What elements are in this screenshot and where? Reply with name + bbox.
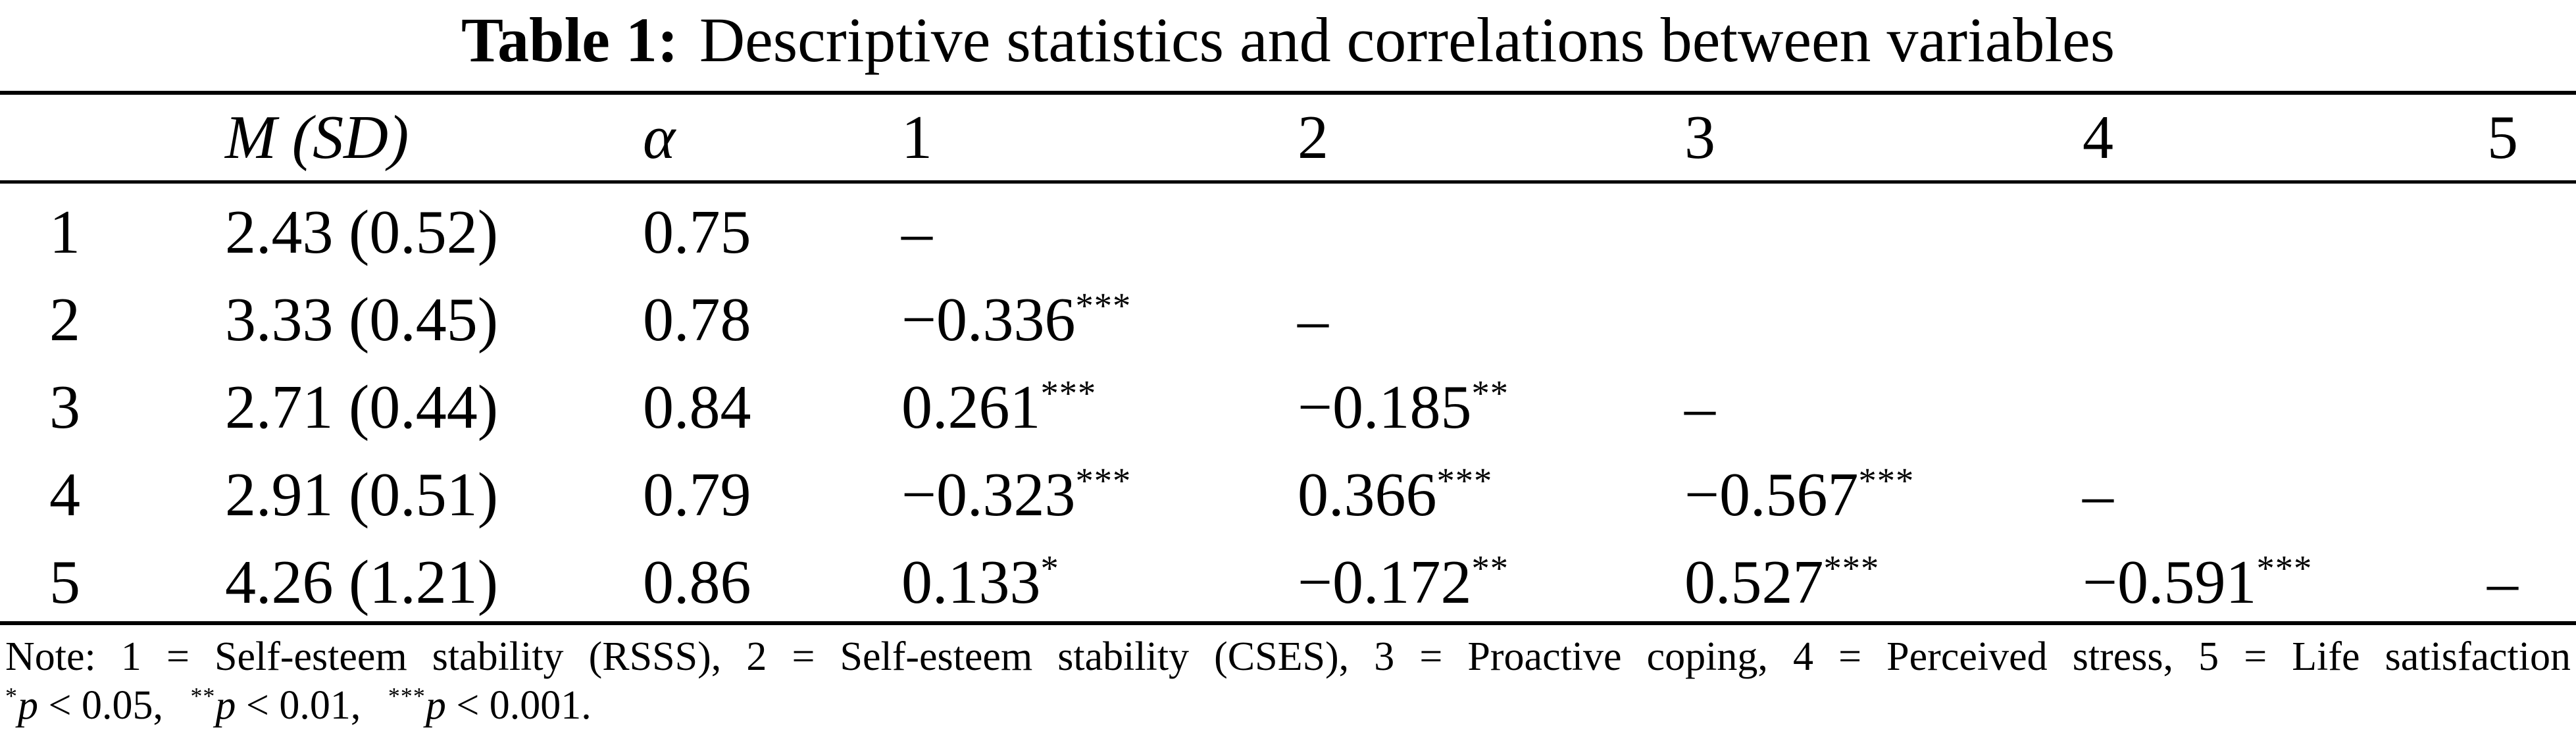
row-1-msd: 2.43 (0.52) <box>225 197 499 267</box>
row-5-c4: −0.591*** <box>2083 547 2313 617</box>
table-caption-title: Descriptive statistics and correlations … <box>699 5 2115 75</box>
row-4-c2: 0.366*** <box>1298 460 1493 529</box>
sig-stars: ** <box>190 682 216 709</box>
row-3-msd: 2.71 (0.44) <box>225 372 499 442</box>
row-2-alpha: 0.78 <box>643 285 751 354</box>
row-2-c1: −0.336*** <box>901 285 1132 354</box>
row-4-c3: −0.567*** <box>1684 460 1915 529</box>
sig-stars: ** <box>1471 372 1509 413</box>
sig-stars: *** <box>1823 547 1880 588</box>
table-row-4: 4 2.91 (0.51) 0.79 −0.323*** 0.366*** −0… <box>0 451 2576 538</box>
table-header-row: M (SD) α 1 2 3 4 5 <box>0 95 2576 180</box>
table-row-1: 1 2.43 (0.52) 0.75 – <box>0 188 2576 276</box>
row-4-msd: 2.91 (0.51) <box>225 460 499 529</box>
correlation-table: M (SD) α 1 2 3 4 5 1 2.43 (0.52) 0.75 – … <box>0 95 2576 626</box>
p-symbol: p <box>215 683 236 728</box>
header-alpha: α <box>643 103 676 172</box>
p-symbol: p <box>425 683 446 728</box>
row-3-c3: – <box>1684 372 1715 442</box>
sig-stars: *** <box>1075 460 1132 501</box>
row-4-c4: – <box>2083 460 2113 529</box>
row-3-c1: 0.261*** <box>901 372 1097 442</box>
row-3-label: 3 <box>49 372 80 442</box>
sig-stars: ** <box>1471 547 1509 588</box>
sig-stars: *** <box>1040 372 1097 413</box>
row-5-label: 5 <box>49 547 80 617</box>
sig-stars: *** <box>1858 460 1915 501</box>
table-row-5: 5 4.26 (1.21) 0.86 0.133* −0.172** 0.527… <box>0 538 2576 626</box>
p-symbol: p <box>17 683 38 728</box>
row-2-label: 2 <box>49 285 80 354</box>
header-msd: M (SD) <box>225 103 409 172</box>
table-bottom-rule <box>0 621 2576 625</box>
note-significance: *p < 0.05, **p < 0.01, ***p < 0.001. <box>0 682 2576 729</box>
row-4-c1: −0.323*** <box>901 460 1132 529</box>
header-col-5: 5 <box>2487 103 2518 172</box>
sig-threshold: < 0.01, <box>236 683 361 728</box>
row-4-alpha: 0.79 <box>643 460 751 529</box>
row-2-msd: 3.33 (0.45) <box>225 285 499 354</box>
table-top-rule <box>0 91 2576 95</box>
sig-level-2: **p < 0.01, <box>190 683 361 728</box>
table-note: Note: 1 = Self-esteem stability (RSSS), … <box>0 633 2576 729</box>
header-col-4: 4 <box>2083 103 2113 172</box>
table-caption: Table 1: Descriptive statistics and corre… <box>0 4 2576 76</box>
sig-threshold: < 0.001. <box>445 683 592 728</box>
row-5-c1: 0.133* <box>901 547 1059 617</box>
row-5-c3: 0.527*** <box>1684 547 1880 617</box>
table-body: 1 2.43 (0.52) 0.75 – 2 3.33 (0.45) 0.78 … <box>0 180 2576 626</box>
table-row-3: 3 2.71 (0.44) 0.84 0.261*** −0.185** – <box>0 363 2576 451</box>
row-3-alpha: 0.84 <box>643 372 751 442</box>
row-4-label: 4 <box>49 460 80 529</box>
table-row-2: 2 3.33 (0.45) 0.78 −0.336*** – <box>0 276 2576 363</box>
sig-stars: *** <box>2256 547 2313 588</box>
table-header-rule <box>0 180 2576 184</box>
header-col-1: 1 <box>901 103 932 172</box>
header-col-2: 2 <box>1298 103 1328 172</box>
row-1-label: 1 <box>49 197 80 267</box>
header-col-3: 3 <box>1684 103 1715 172</box>
row-3-c2: −0.185** <box>1298 372 1509 442</box>
table-caption-number: Table 1: <box>461 5 678 75</box>
sig-threshold: < 0.05, <box>38 683 163 728</box>
note-definitions: Note: 1 = Self-esteem stability (RSSS), … <box>5 634 2571 679</box>
sig-stars: *** <box>388 682 426 709</box>
sig-stars: * <box>5 682 18 709</box>
sig-stars: * <box>1040 547 1059 588</box>
row-5-alpha: 0.86 <box>643 547 751 617</box>
sig-stars: *** <box>1075 285 1132 326</box>
row-5-msd: 4.26 (1.21) <box>225 547 499 617</box>
sig-stars: *** <box>1436 460 1493 501</box>
row-2-c2: – <box>1298 285 1328 354</box>
row-5-c2: −0.172** <box>1298 547 1509 617</box>
sig-level-3: ***p < 0.001. <box>388 683 592 728</box>
row-1-alpha: 0.75 <box>643 197 751 267</box>
row-1-c1: – <box>901 197 932 267</box>
row-5-c5: – <box>2487 547 2518 617</box>
sig-level-1: *p < 0.05, <box>5 683 163 728</box>
